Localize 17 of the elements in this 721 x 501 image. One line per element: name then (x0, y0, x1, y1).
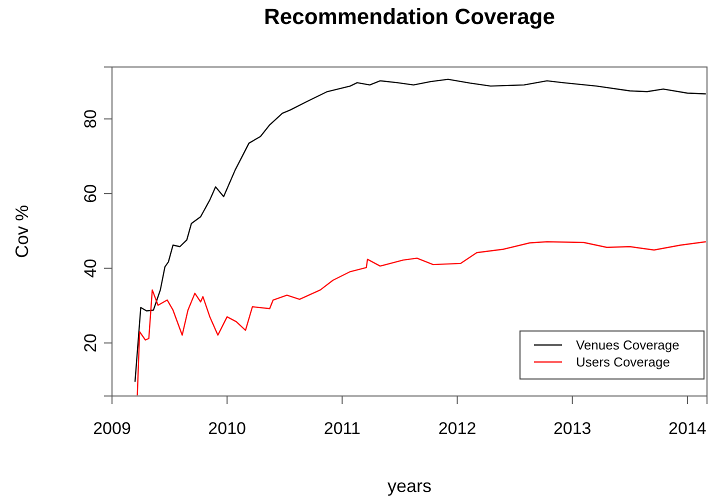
legend-label: Venues Coverage (576, 338, 680, 353)
line-series (134, 78, 706, 382)
y-tick-label: 20 (80, 334, 100, 352)
x-tick-label: 2012 (438, 419, 476, 438)
x-tick-label: 2009 (93, 419, 131, 438)
y-tick-label: 60 (80, 184, 100, 204)
line-series (136, 241, 706, 396)
x-tick-label: 2014 (668, 419, 706, 438)
y-tick-label: 80 (80, 109, 100, 128)
y-tick-label: 40 (80, 258, 100, 278)
legend-label: Users Coverage (576, 354, 670, 370)
chart-title: Recommendation Coverage (264, 4, 555, 29)
x-axis-title: years (387, 476, 432, 496)
x-tick-label: 2011 (324, 419, 360, 438)
y-axis-title: Cov % (12, 204, 32, 258)
x-tick-label: 2010 (208, 419, 246, 438)
x-tick-label: 2013 (553, 419, 592, 438)
